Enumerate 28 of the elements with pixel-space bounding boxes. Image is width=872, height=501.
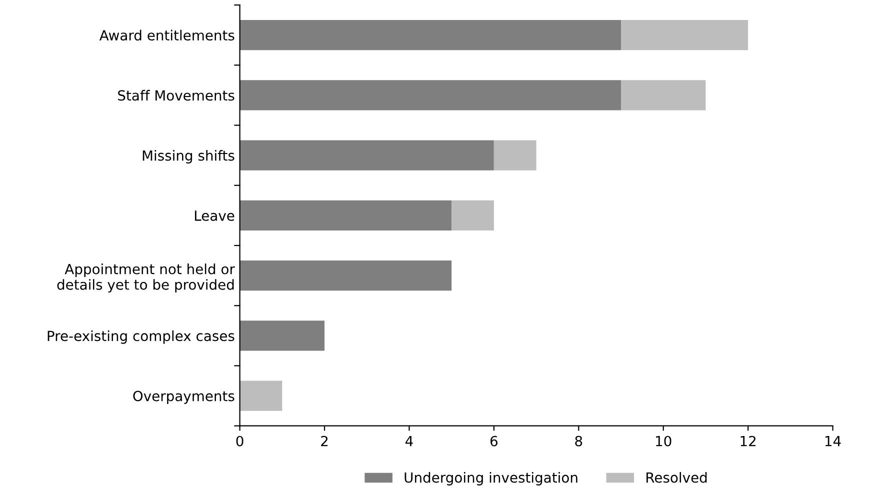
x-tick-label: 8 (575, 436, 582, 446)
y-tick-label: Pre-existing complex cases (48, 330, 234, 344)
bar (240, 320, 325, 351)
bar (620, 80, 706, 110)
x-tick-label: 10 (656, 436, 672, 446)
bar (240, 140, 494, 170)
y-tick-label: Overpayments (133, 390, 234, 404)
y-tick-label: Award entitlements (99, 30, 234, 41)
bar (240, 380, 282, 411)
legend-label: Resolved (646, 472, 707, 483)
y-tick-label: Leave (194, 210, 234, 221)
bar (240, 80, 621, 110)
x-tick-label: 12 (740, 436, 756, 446)
y-tick-label: Staff Movements (118, 90, 234, 101)
x-tick-label: 6 (490, 436, 498, 446)
legend-label: Undergoing investigation (404, 472, 578, 486)
y-tick-label: Missing shifts (142, 150, 234, 164)
bar (240, 200, 452, 230)
bar (620, 20, 748, 50)
bar (494, 140, 536, 170)
bar (452, 200, 494, 230)
bar (240, 20, 621, 50)
x-tick-label: 2 (321, 436, 328, 446)
x-tick-label: 4 (405, 436, 413, 446)
x-tick-label: 0 (236, 436, 244, 446)
y-tick-label: Appointment not held or details yet to be provided (57, 264, 235, 293)
x-tick-label: 14 (825, 436, 841, 446)
bar (240, 260, 452, 291)
